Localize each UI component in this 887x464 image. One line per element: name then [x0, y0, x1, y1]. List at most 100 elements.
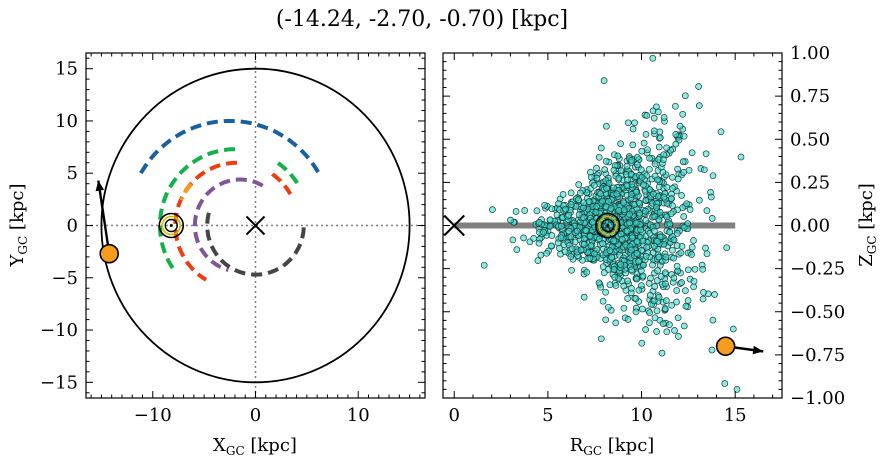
star-point	[602, 316, 610, 324]
star-point	[651, 160, 659, 168]
left-panel: −10 0 10 −15 −10 −5 0 5 10 15 XGC [kpc] YGC [kpc]	[7, 52, 426, 458]
star-point	[635, 258, 642, 265]
left-x-tick-label: 10	[347, 405, 370, 426]
star-point	[708, 215, 716, 222]
star-point	[655, 253, 663, 261]
star-point	[567, 189, 575, 197]
star-point	[582, 227, 590, 234]
star-point	[606, 247, 614, 254]
star-point	[671, 327, 678, 334]
star-point	[586, 232, 594, 240]
star-point	[602, 288, 609, 296]
star-point	[533, 207, 541, 215]
star-point	[580, 241, 588, 248]
star-point	[589, 218, 597, 226]
left-x-tick-label: −10	[134, 405, 172, 426]
star-point	[559, 191, 567, 198]
right-y-tick-label: −1.00	[790, 388, 845, 409]
star-point	[646, 165, 653, 173]
right-y-tick-label: 0.50	[790, 129, 830, 150]
star-point	[674, 165, 681, 173]
star-point	[688, 251, 695, 258]
star-point	[729, 325, 737, 333]
star-point	[662, 280, 669, 288]
star-point	[595, 279, 603, 287]
right-panel: 0 5 10 15 −1.00 −0.75 −0.50 −0.25 0.00 0.25 0.50 0.…	[442, 43, 879, 458]
sun-marker-inner	[164, 218, 178, 233]
star-point	[663, 144, 670, 152]
right-velocity-arrowhead	[752, 345, 764, 355]
star-point	[509, 236, 517, 244]
star-point	[709, 172, 717, 180]
star-point	[653, 307, 661, 315]
star-point	[639, 272, 647, 280]
star-point	[655, 143, 663, 151]
star-point	[548, 232, 556, 239]
sun-marker-dot	[169, 224, 173, 227]
right-y-tick-label: −0.75	[790, 345, 845, 366]
star-point	[632, 308, 640, 316]
star-point	[597, 144, 605, 152]
star-point	[679, 204, 687, 211]
star-point	[677, 249, 685, 257]
right-plot-area	[443, 54, 764, 393]
star-point	[656, 134, 664, 142]
spiral-arm-4	[270, 172, 293, 196]
star-point	[702, 150, 710, 158]
star-point	[645, 280, 653, 287]
star-point	[610, 184, 617, 192]
star-point	[703, 250, 711, 258]
star-point	[676, 122, 684, 130]
star-point	[679, 110, 687, 118]
left-velocity-arrowhead	[95, 180, 105, 192]
star-point	[688, 243, 696, 251]
star-point	[651, 213, 659, 220]
star-point	[669, 202, 676, 209]
star-point	[546, 222, 554, 230]
star-point	[577, 246, 585, 254]
star-point	[682, 302, 690, 310]
sun-marker-outer	[158, 212, 185, 239]
star-point	[555, 200, 562, 208]
right-x-tick-label: 0	[449, 405, 460, 426]
star-point	[600, 269, 608, 277]
star-point	[638, 147, 646, 155]
star-point	[617, 230, 625, 238]
star-point	[593, 174, 601, 182]
star-point	[655, 216, 663, 224]
star-point	[557, 222, 565, 230]
star-point	[666, 228, 674, 236]
left-y-tick-label: 10	[55, 111, 78, 132]
star-point	[535, 219, 543, 226]
star-point	[599, 297, 607, 305]
star-point	[557, 234, 565, 242]
right-y-tick-label: 0.75	[790, 86, 830, 107]
star-point	[662, 253, 670, 261]
star-point	[649, 54, 657, 62]
star-point	[654, 176, 661, 184]
star-point	[690, 237, 697, 244]
star-point	[610, 237, 618, 245]
star-point	[672, 140, 680, 148]
star-point	[567, 233, 575, 241]
star-point	[571, 238, 579, 246]
star-point	[680, 169, 687, 176]
left-ticks: −10 0 10 −15 −10 −5 0 5 10 15	[40, 53, 425, 426]
spiral-arm-7	[205, 212, 306, 277]
star-point	[650, 114, 658, 122]
left-y-tick-label: −15	[40, 372, 78, 393]
star-point	[657, 273, 665, 280]
star-point	[670, 274, 678, 282]
star-point	[646, 291, 654, 299]
star-point	[633, 250, 641, 257]
right-object-marker	[715, 336, 736, 357]
star-point	[553, 211, 561, 219]
star-point	[708, 346, 716, 354]
star-point	[633, 161, 641, 169]
star-point	[600, 77, 608, 84]
star-point	[675, 333, 682, 340]
star-point	[678, 192, 685, 199]
star-point	[617, 260, 624, 268]
star-point	[546, 216, 554, 224]
